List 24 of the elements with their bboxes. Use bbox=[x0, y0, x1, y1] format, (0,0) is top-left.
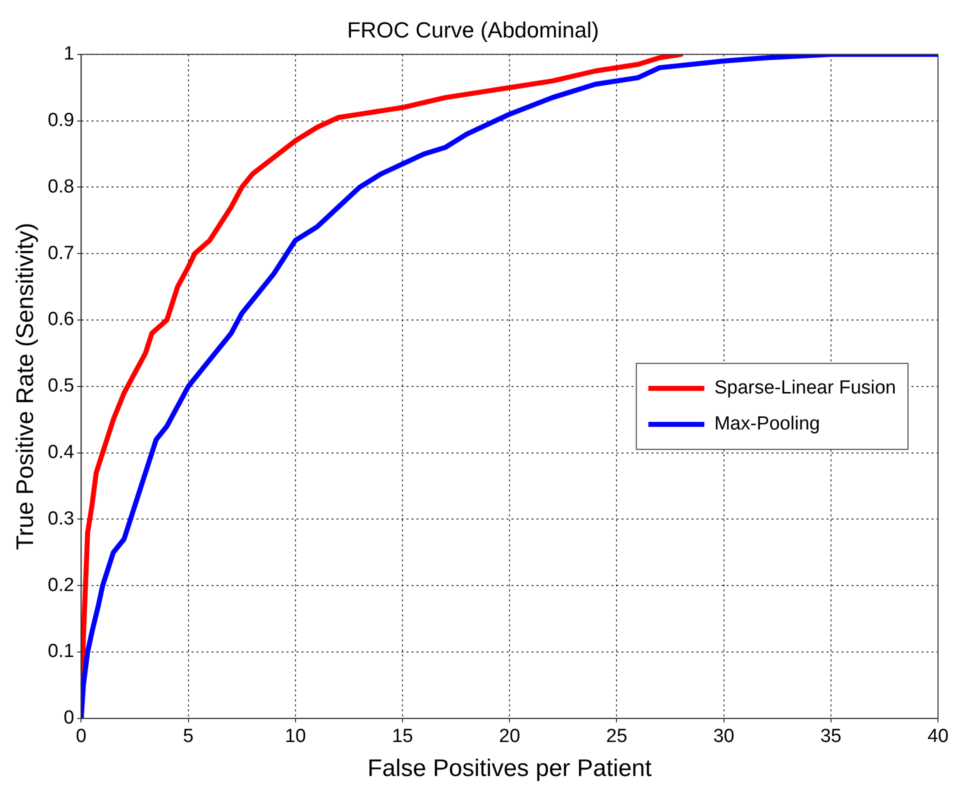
y-axis-title: True Positive Rate (Sensitivity) bbox=[12, 222, 40, 550]
x-tick-label: 35 bbox=[820, 726, 842, 748]
y-tick-label: 0.4 bbox=[48, 442, 75, 464]
x-tick-label: 30 bbox=[713, 726, 734, 748]
x-tick-label: 25 bbox=[606, 726, 628, 748]
y-tick-label: 0.2 bbox=[48, 574, 74, 596]
y-tick-label: 0.3 bbox=[48, 508, 74, 530]
y-tick-label: 0.7 bbox=[48, 242, 74, 264]
x-tick-label: 5 bbox=[183, 726, 194, 748]
legend-label: Sparse-Linear Fusion bbox=[714, 378, 896, 399]
y-tick-label: 0.9 bbox=[48, 110, 74, 132]
y-tick-label: 0.8 bbox=[48, 176, 74, 198]
y-tick-label: 0.1 bbox=[48, 641, 74, 662]
x-tick-label: 15 bbox=[392, 726, 414, 748]
x-tick-label: 40 bbox=[927, 726, 949, 748]
y-tick-label: 0.6 bbox=[48, 309, 74, 330]
y-tick-label: 0.5 bbox=[48, 376, 74, 397]
legend-label: Max-Pooling bbox=[714, 414, 820, 435]
y-tick-label: 0 bbox=[64, 708, 74, 729]
chart-title: FROC Curve (Abdominal) bbox=[347, 17, 599, 42]
x-axis-title: False Positives per Patient bbox=[368, 755, 652, 782]
y-tick-label: 1 bbox=[64, 44, 74, 65]
x-tick-label: 10 bbox=[284, 726, 306, 748]
x-tick-label: 20 bbox=[499, 726, 520, 748]
